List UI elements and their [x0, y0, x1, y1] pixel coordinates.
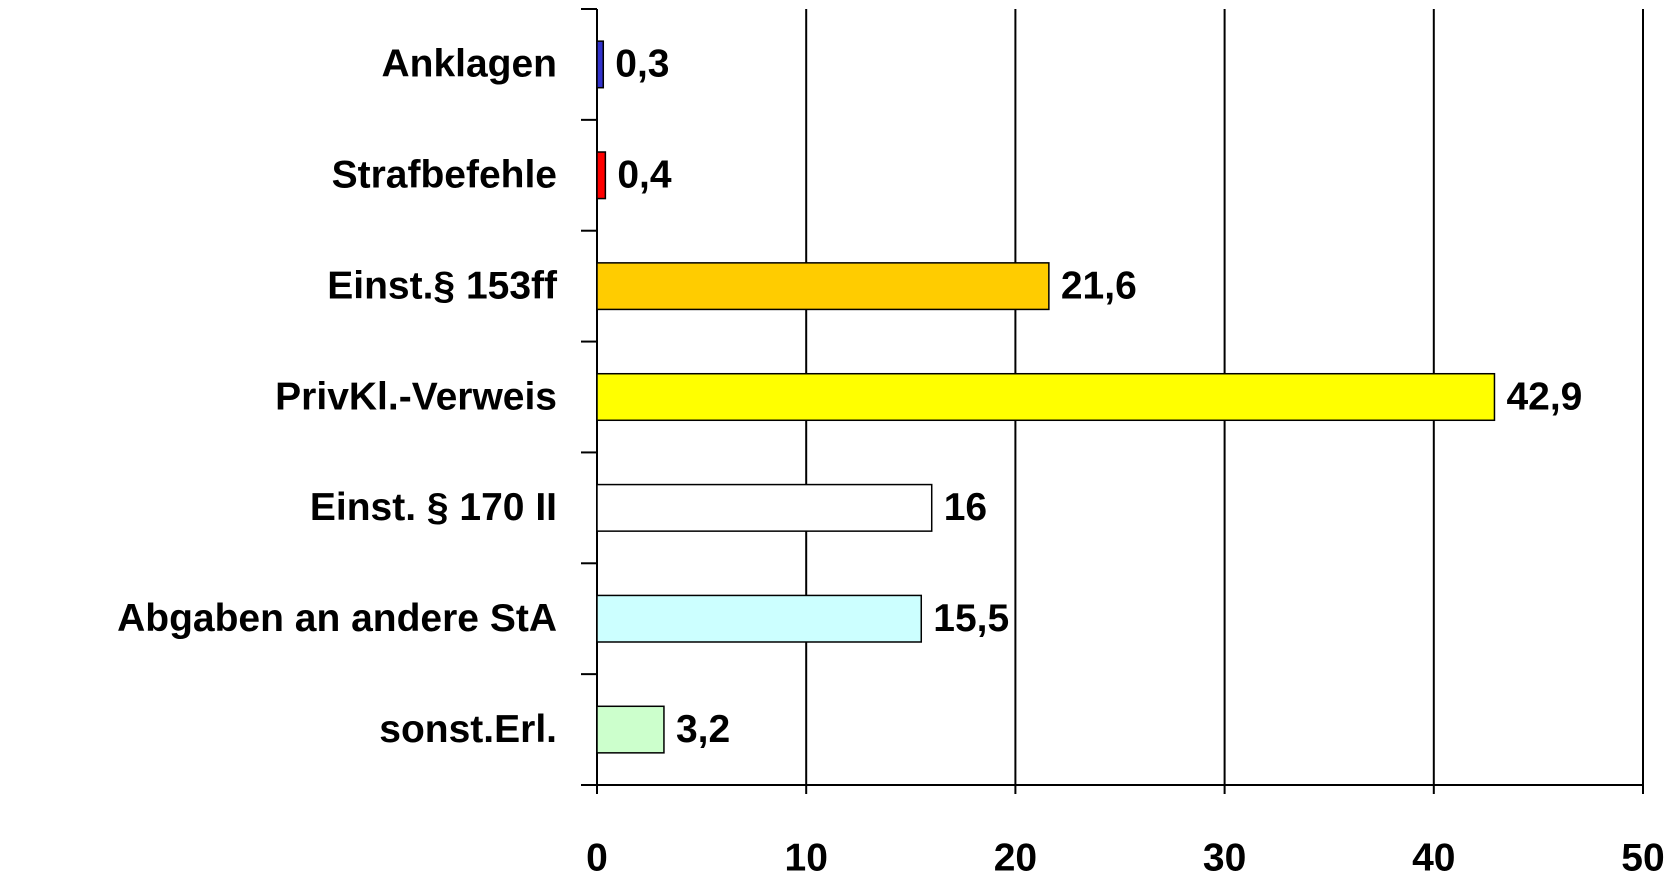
y-tick-label: sonst.Erl.: [379, 708, 557, 751]
y-tick-label: Einst. § 170 II: [310, 486, 557, 529]
data-label: 0,4: [617, 154, 672, 197]
bar: [596, 151, 607, 200]
bar: [596, 372, 1496, 422]
bar: [596, 40, 605, 89]
data-label: 0,3: [615, 43, 669, 86]
y-tick-label: Strafbefehle: [332, 154, 557, 197]
x-tick-label: 10: [785, 836, 828, 872]
y-tick-label: PrivKl.-Verweis: [275, 375, 557, 418]
bar: [596, 483, 933, 532]
data-label: 3,2: [676, 708, 730, 751]
bar: [596, 705, 665, 754]
data-label: 42,9: [1506, 375, 1582, 418]
y-tick-label: Einst.§ 153ff: [327, 264, 558, 307]
x-tick-label: 0: [586, 836, 608, 872]
data-label: 16: [944, 486, 987, 529]
bar: [596, 594, 923, 643]
x-tick-label: 30: [1203, 836, 1246, 872]
x-tick-label: 20: [994, 836, 1037, 872]
y-tick-label: Anklagen: [381, 43, 557, 86]
x-tick-label: 50: [1621, 836, 1664, 872]
data-label: 21,6: [1061, 264, 1137, 307]
data-label: 15,5: [933, 597, 1009, 640]
bar: [596, 262, 1050, 311]
y-tick-label: Abgaben an andere StA: [117, 597, 557, 640]
x-tick-label: 40: [1412, 836, 1455, 872]
